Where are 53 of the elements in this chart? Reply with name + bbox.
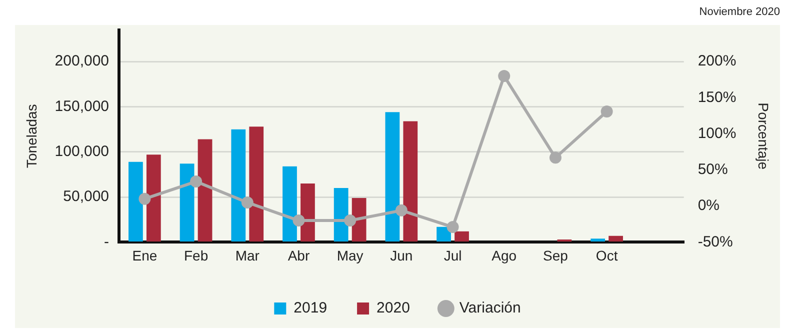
bar bbox=[334, 188, 348, 242]
y-tick-label: 150,000 bbox=[54, 98, 110, 115]
y2-tick-label: 200% bbox=[698, 52, 736, 70]
bar bbox=[231, 129, 246, 242]
bar bbox=[352, 198, 366, 242]
x-tick-label: Jun bbox=[390, 247, 413, 264]
bar bbox=[300, 184, 315, 242]
bar bbox=[454, 231, 469, 242]
bar bbox=[198, 139, 212, 242]
point bbox=[395, 204, 408, 216]
bar bbox=[128, 162, 143, 242]
bar bbox=[436, 226, 451, 242]
y-axis-title: Toneladas bbox=[23, 104, 40, 168]
text: Noviembre 2020 bbox=[699, 6, 780, 18]
legend-label: 2019 bbox=[294, 300, 328, 317]
point bbox=[446, 221, 459, 234]
y-tick-label: 100,000 bbox=[54, 143, 110, 160]
point bbox=[600, 105, 613, 118]
y2-tick-label: -50% bbox=[698, 233, 733, 250]
bar bbox=[146, 154, 161, 242]
x-tick-label: Mar bbox=[235, 247, 260, 264]
bar bbox=[282, 166, 297, 242]
bar bbox=[385, 112, 400, 242]
y-tick-label: 50,000 bbox=[63, 188, 110, 206]
point bbox=[549, 152, 562, 164]
x-tick-label: May bbox=[336, 247, 364, 264]
point bbox=[344, 214, 356, 227]
y-tick-label: - bbox=[104, 233, 110, 250]
y2-axis-title: Porcentaje bbox=[756, 102, 772, 170]
x-tick-label: Oct bbox=[596, 247, 618, 264]
bar bbox=[403, 121, 418, 242]
bar bbox=[590, 238, 606, 242]
y2-tick-label: 0% bbox=[698, 197, 720, 214]
bar bbox=[608, 236, 623, 242]
y2-tick-label: 100% bbox=[698, 124, 736, 142]
x-tick-label: Abr bbox=[288, 247, 310, 264]
point bbox=[292, 214, 305, 227]
x-tick-label: Jul bbox=[444, 247, 462, 264]
x-tick-label: Sep bbox=[543, 247, 568, 264]
y2-tick-label: 150% bbox=[698, 88, 736, 106]
bar bbox=[180, 164, 194, 242]
x-tick-label: Feb bbox=[184, 247, 208, 264]
bar bbox=[249, 126, 264, 242]
y-tick-label: 200,000 bbox=[54, 52, 110, 70]
point bbox=[241, 196, 254, 208]
point bbox=[138, 192, 151, 205]
point bbox=[190, 176, 202, 188]
legend-label: 2020 bbox=[376, 300, 410, 317]
point bbox=[498, 70, 510, 82]
x-tick-label: Ago bbox=[492, 247, 517, 264]
legend-label: Variación bbox=[459, 300, 521, 317]
y2-tick-label: 50% bbox=[698, 161, 728, 178]
x-tick-label: Ene bbox=[132, 247, 158, 264]
